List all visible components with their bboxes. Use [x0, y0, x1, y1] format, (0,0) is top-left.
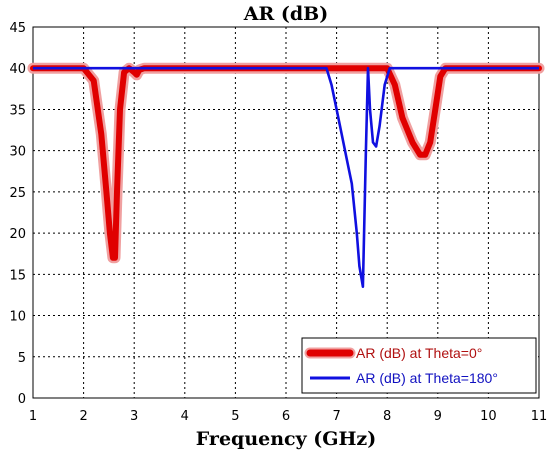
y-tick-label: 45: [9, 21, 26, 36]
x-tick-label: 7: [332, 409, 340, 424]
y-tick-label: 25: [9, 186, 26, 201]
legend-label-theta0: AR (dB) at Theta=0°: [356, 345, 482, 361]
y-tick-label: 35: [9, 103, 26, 118]
x-tick-label: 11: [531, 409, 548, 424]
y-tick-label: 10: [9, 310, 26, 325]
legend-label-theta180: AR (dB) at Theta=180°: [356, 370, 498, 386]
x-tick-label: 5: [231, 409, 239, 424]
y-tick-label: 5: [18, 351, 26, 366]
y-tick-label: 40: [9, 62, 26, 77]
x-tick-label: 2: [79, 409, 87, 424]
y-tick-label: 30: [9, 145, 26, 160]
x-tick-label: 3: [130, 409, 138, 424]
y-tick-label: 20: [9, 227, 26, 242]
x-tick-label: 1: [29, 409, 37, 424]
x-tick-label: 4: [181, 409, 189, 424]
x-tick-label: 6: [282, 409, 290, 424]
chart-title: AR (dB): [243, 3, 328, 25]
x-axis-title: Frequency (GHz): [196, 428, 376, 450]
series-theta180-line: [33, 66, 539, 289]
x-tick-label: 10: [480, 409, 497, 424]
x-tick-label: 9: [434, 409, 442, 424]
y-tick-label: 0: [18, 392, 26, 407]
y-tick-label: 15: [9, 268, 26, 283]
x-tick-label: 8: [383, 409, 391, 424]
legend-box: [301, 337, 537, 394]
series-lines: [27, 62, 545, 289]
legend[interactable]: AR (dB) at Theta=0° AR (dB) at Theta=180…: [301, 337, 537, 394]
